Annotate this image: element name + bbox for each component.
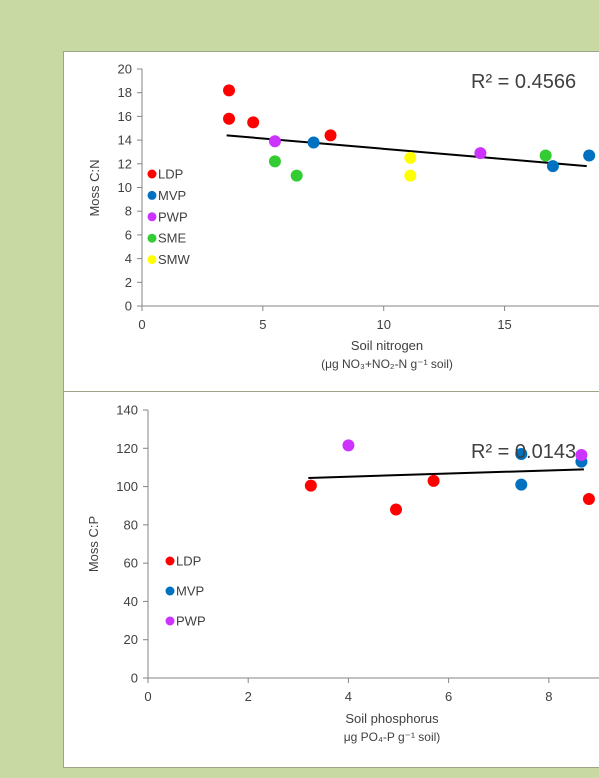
y-tick-label: 16: [118, 109, 132, 124]
x-tick-label: 0: [144, 689, 151, 704]
legend-marker-mvp: [147, 190, 157, 200]
r-squared-annotation: R² = 0.4566: [471, 71, 576, 93]
y-tick-label: 40: [124, 594, 138, 609]
y-tick-label: 18: [118, 85, 132, 100]
x-tick-label: 0: [138, 317, 145, 332]
data-point-ldp: [304, 479, 317, 492]
data-point-mvp: [307, 136, 320, 149]
data-point-sme: [290, 169, 303, 182]
y-tick-label: 12: [118, 156, 132, 171]
y-tick-label: 6: [125, 227, 132, 242]
legend-marker-mvp: [165, 586, 175, 596]
y-tick-label: 120: [116, 441, 138, 456]
data-point-mvp: [515, 448, 528, 461]
legend-label-mvp: MVP: [176, 584, 204, 599]
legend-label-smw: SMW: [158, 252, 191, 267]
data-point-ldp: [223, 84, 236, 97]
y-axis-label: Moss C:N: [87, 159, 102, 216]
data-point-ldp: [390, 503, 403, 516]
x-tick-label: 4: [345, 689, 352, 704]
legend-label-mvp: MVP: [158, 188, 186, 203]
data-point-mvp: [546, 160, 559, 173]
y-tick-label: 10: [118, 180, 132, 195]
data-point-sme: [539, 149, 552, 162]
data-point-mvp: [515, 478, 528, 491]
data-point-ldp: [223, 112, 236, 125]
x-tick-label: 6: [445, 689, 452, 704]
legend-label-ldp: LDP: [158, 167, 183, 182]
data-point-ldp: [247, 116, 260, 129]
legend-label-pwp: PWP: [176, 614, 206, 629]
chart-panel-phosphorus: 0 20 40 60 80 100 120 140 0 2 4 6 8 Soil phosphorus μg…: [63, 391, 599, 768]
data-point-ldp: [427, 474, 440, 487]
legend-label-sme: SME: [158, 231, 187, 246]
legend-label-pwp: PWP: [158, 209, 188, 224]
y-tick-label: 20: [118, 62, 132, 77]
x-tick-label: 10: [376, 317, 390, 332]
data-point-smw: [404, 169, 417, 182]
x-axis-label: Soil phosphorus: [345, 711, 439, 726]
x-tick-label: 2: [245, 689, 252, 704]
data-point-pwp: [342, 439, 355, 452]
x-axis-unit-label: μg PO₄-P g⁻¹ soil): [344, 730, 441, 744]
data-point-smw: [404, 151, 417, 164]
data-point-ldp: [324, 129, 337, 142]
r-squared-annotation: R² = 0.0143: [471, 441, 576, 463]
data-point-pwp: [268, 135, 281, 148]
trendline: [308, 468, 584, 479]
y-tick-label: 0: [131, 671, 138, 686]
x-axis-label: Soil nitrogen: [351, 338, 423, 353]
chart-phosphorus: 0 20 40 60 80 100 120 140 0 2 4 6 8 Soil phosphorus μg…: [86, 403, 599, 744]
y-tick-label: 20: [124, 632, 138, 647]
chart-panel-nitrogen: 0 2 4 6 8 10 12 14 16 18 20 0 5 10 15 Soil nitrogen (μg …: [63, 51, 599, 400]
legend-marker-pwp: [165, 616, 175, 626]
y-axis-label: Moss C:P: [86, 516, 101, 572]
x-tick-label: 15: [497, 317, 511, 332]
x-tick-label: 8: [545, 689, 552, 704]
legend-label-ldp: LDP: [176, 554, 201, 569]
x-tick-label: 5: [259, 317, 266, 332]
legend-marker-ldp: [147, 169, 157, 179]
legend-marker-smw: [147, 255, 157, 265]
legend-marker-pwp: [147, 212, 157, 222]
y-tick-label: 8: [125, 204, 132, 219]
data-point-mvp: [583, 149, 596, 162]
y-tick-label: 100: [116, 479, 138, 494]
data-point-ldp: [582, 493, 595, 506]
y-tick-label: 140: [116, 403, 138, 418]
data-point-pwp: [575, 448, 588, 461]
data-point-pwp: [474, 147, 487, 160]
y-tick-label: 80: [124, 517, 138, 532]
chart-nitrogen: 0 2 4 6 8 10 12 14 16 18 20 0 5 10 15 Soil nitrogen (μg …: [87, 62, 599, 371]
x-axis-unit-label: (μg NO₃+NO₂-N g⁻¹ soil): [321, 357, 453, 371]
trendline: [226, 134, 587, 168]
y-tick-label: 14: [118, 133, 132, 148]
y-tick-label: 4: [125, 251, 132, 266]
legend-marker-ldp: [165, 556, 175, 566]
y-tick-label: 2: [125, 275, 132, 290]
legend-marker-sme: [147, 233, 157, 243]
y-tick-label: 0: [125, 299, 132, 314]
data-point-sme: [268, 155, 281, 168]
y-tick-label: 60: [124, 556, 138, 571]
